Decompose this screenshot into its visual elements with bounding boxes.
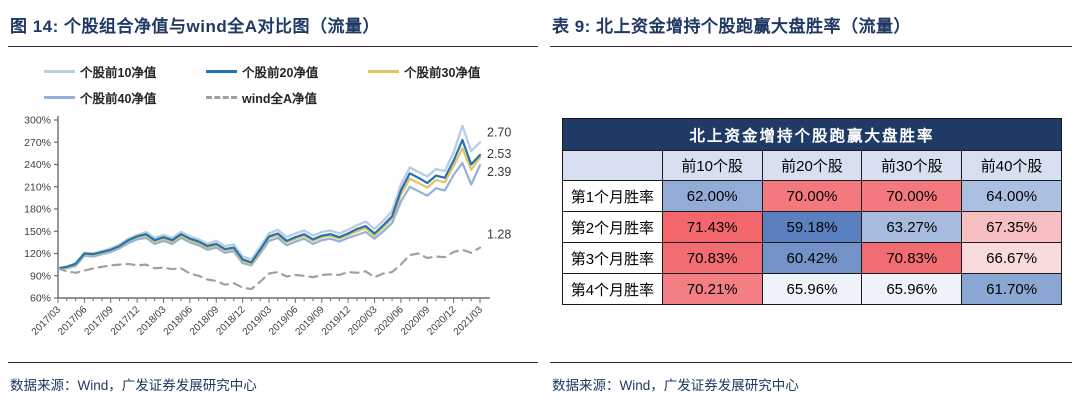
column-header: 前40个股 xyxy=(961,150,1062,181)
legend-item-0: 个股前10净值 xyxy=(44,62,206,81)
win-rate-cell: 67.35% xyxy=(961,211,1062,243)
row-label: 第2个月胜率 xyxy=(562,211,663,243)
table-merged-header: 北上资金增持个股跑赢大盘胜率 xyxy=(562,118,1062,151)
line-end-value-label: 2.39 xyxy=(487,165,511,179)
win-rate-cell: 70.21% xyxy=(661,273,763,305)
table-row: 第4个月胜率 70.21% 65.96% 65.96% 61.70% xyxy=(562,273,1062,305)
source-divider xyxy=(8,362,538,363)
win-rate-cell: 60.42% xyxy=(761,242,863,274)
win-rate-cell: 64.00% xyxy=(961,180,1062,212)
data-source: 数据来源：Wind，广发证券发展研究中心 xyxy=(10,378,257,393)
legend-label: 个股前20净值 xyxy=(242,66,319,80)
y-axis-tick-label: 270% xyxy=(24,137,51,149)
series-line-4 xyxy=(56,246,482,291)
table-row: 第1个月胜率 62.00% 70.00% 70.00% 64.00% xyxy=(562,180,1062,212)
table-title: 表 9: 北上资金增持个股跑赢大盘胜率（流量） xyxy=(552,17,912,36)
win-rate-cell: 70.00% xyxy=(861,180,963,212)
win-rate-table: 北上资金增持个股跑赢大盘胜率 前10个股 前20个股 前30个股 前40个股 第1个月胜率… xyxy=(562,118,1062,305)
win-rate-cell: 70.83% xyxy=(661,242,763,274)
source-divider xyxy=(550,362,1072,363)
legend-label: 个股前40净值 xyxy=(80,92,157,106)
series-line-1 xyxy=(56,138,482,270)
y-axis-tick-label: 240% xyxy=(24,159,51,171)
column-header: 前20个股 xyxy=(761,150,863,181)
row-label: 第3个月胜率 xyxy=(562,242,663,274)
line-end-value-label: 1.28 xyxy=(487,228,511,242)
figure-title: 图 14: 个股组合净值与wind全A对比图（流量） xyxy=(10,17,381,36)
legend-item-4: wind全A净值 xyxy=(206,88,368,107)
legend-line-swatch xyxy=(206,96,237,99)
net-value-line-chart: 60%90%120%150%180%210%240%270%300%2017/0… xyxy=(24,115,511,338)
legend-line-swatch xyxy=(44,96,75,99)
table-9-panel: 表 9: 北上资金增持个股跑赢大盘胜率（流量） 北上资金增持个股跑赢大盘胜率 前1… xyxy=(550,10,1072,396)
win-rate-cell: 65.96% xyxy=(861,273,963,305)
legend-line-swatch xyxy=(206,70,237,73)
column-header: 前30个股 xyxy=(861,150,963,181)
win-rate-cell: 63.27% xyxy=(861,211,963,243)
chart-legend: 个股前10净值 个股前20净值 个股前30净值个股前40净值 wind全A净值 xyxy=(44,62,538,107)
win-rate-cell: 66.67% xyxy=(961,242,1062,274)
win-rate-cell: 62.00% xyxy=(661,180,763,212)
legend-label: wind全A净值 xyxy=(242,92,317,106)
win-rate-cell: 71.43% xyxy=(661,211,763,243)
row-label: 第1个月胜率 xyxy=(562,180,663,212)
legend-label: 个股前10净值 xyxy=(80,66,157,80)
title-underline xyxy=(8,46,538,47)
figure-14-panel: 图 14: 个股组合净值与wind全A对比图（流量） 个股前10净值 个股前20净… xyxy=(8,10,538,396)
series-line-2 xyxy=(56,147,482,270)
y-axis-tick-label: 150% xyxy=(24,226,51,238)
column-header: 前10个股 xyxy=(661,150,763,181)
win-rate-cell: 70.00% xyxy=(761,180,863,212)
legend-line-swatch xyxy=(368,70,399,73)
series-line-3 xyxy=(56,161,482,270)
line-end-value-label: 2.70 xyxy=(487,125,511,139)
legend-line-swatch xyxy=(44,70,75,73)
title-underline xyxy=(550,46,1072,47)
y-axis-tick-label: 300% xyxy=(24,115,51,127)
line-end-value-label: 2.53 xyxy=(487,147,511,161)
x-axis-tick-label: 2021/03 xyxy=(452,304,486,338)
table-row: 第3个月胜率 70.83% 60.42% 70.83% 66.67% xyxy=(562,242,1062,274)
win-rate-cell: 65.96% xyxy=(761,273,863,305)
legend-item-3: 个股前40净值 xyxy=(44,88,206,107)
legend-label: 个股前30净值 xyxy=(404,66,481,80)
y-axis-tick-label: 180% xyxy=(24,204,51,216)
y-axis-tick-label: 90% xyxy=(30,270,51,282)
table-row: 第2个月胜率 71.43% 59.18% 63.27% 67.35% xyxy=(562,211,1062,243)
win-rate-table-wrap: 北上资金增持个股跑赢大盘胜率 前10个股 前20个股 前30个股 前40个股 第1个月胜率… xyxy=(562,118,1062,305)
win-rate-cell: 59.18% xyxy=(761,211,863,243)
legend-item-2: 个股前30净值 xyxy=(368,62,538,81)
win-rate-cell: 70.83% xyxy=(861,242,963,274)
row-label: 第4个月胜率 xyxy=(562,273,663,305)
corner-cell xyxy=(562,150,663,181)
y-axis-tick-label: 210% xyxy=(24,181,51,193)
data-source: 数据来源：Wind，广发证券发展研究中心 xyxy=(552,378,799,393)
win-rate-cell: 61.70% xyxy=(961,273,1062,305)
y-axis-tick-label: 60% xyxy=(30,293,51,305)
y-axis-tick-label: 120% xyxy=(24,248,51,260)
series-line-0 xyxy=(56,124,482,270)
legend-item-1: 个股前20净值 xyxy=(206,62,368,81)
